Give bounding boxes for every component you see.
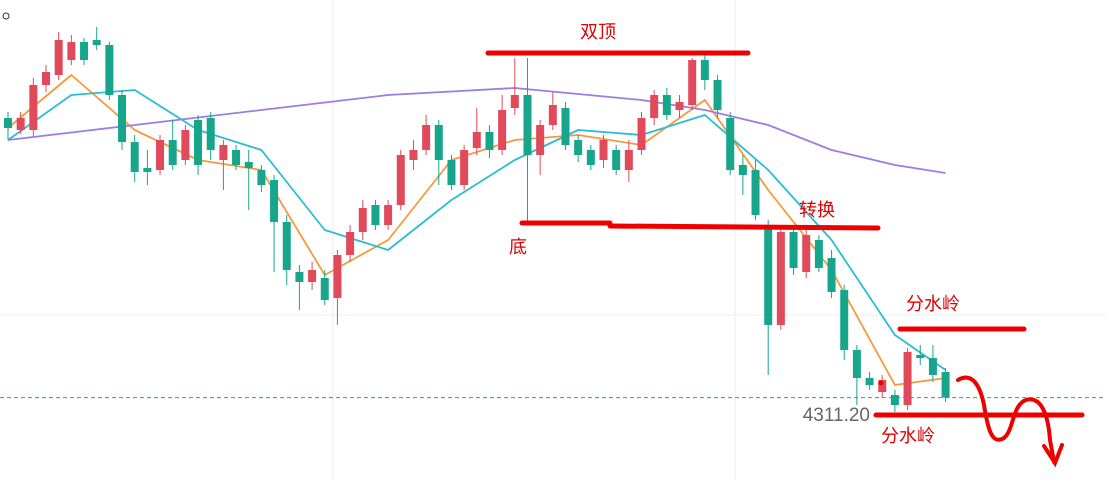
- candle-body: [561, 108, 570, 145]
- candle-body: [726, 118, 735, 170]
- candle-body: [295, 272, 304, 282]
- candle-body: [624, 150, 633, 170]
- candle-body: [4, 118, 12, 128]
- candle-body: [105, 45, 114, 95]
- candle-body: [536, 125, 545, 155]
- candle-body: [308, 270, 317, 282]
- candle-body: [358, 208, 367, 232]
- candle-body: [92, 40, 101, 45]
- candle-body: [764, 225, 773, 325]
- candle-body: [384, 205, 393, 225]
- candle-body: [700, 60, 709, 80]
- candle-body: [16, 118, 25, 130]
- moving-average-line: [7, 89, 947, 371]
- candle-body: [80, 42, 89, 60]
- candle-body: [29, 85, 38, 130]
- candle-body: [688, 60, 697, 105]
- candle-body: [67, 42, 76, 60]
- candle-body: [612, 150, 621, 170]
- candle-body: [928, 358, 937, 375]
- candle-body: [54, 40, 63, 75]
- candle-body: [472, 132, 481, 148]
- candle-body: [447, 160, 456, 185]
- plot: [0, 27, 1106, 412]
- moving-average-line: [7, 74, 946, 386]
- candle-body: [916, 355, 925, 358]
- candle-body: [181, 130, 190, 160]
- candle-body: [510, 95, 519, 108]
- candle-body: [498, 110, 507, 150]
- candle-body: [282, 222, 291, 270]
- candle-body: [637, 118, 646, 150]
- annotation: 分水岭: [906, 294, 960, 315]
- candle-body: [156, 140, 165, 170]
- switch-line: [607, 223, 881, 231]
- candle-body: [396, 155, 405, 205]
- candle-body: [118, 95, 127, 142]
- candle-body: [409, 150, 418, 160]
- candle-body: [865, 378, 874, 385]
- corner-marker: [2, 12, 10, 20]
- candle-body: [738, 165, 747, 175]
- candle-body: [802, 235, 811, 272]
- annotation: 底: [509, 237, 527, 258]
- annotation: 转换: [799, 200, 835, 221]
- candle-body: [789, 232, 798, 268]
- candle-body: [751, 170, 760, 215]
- annotation: 分水岭: [881, 426, 935, 447]
- candle-body: [346, 232, 355, 255]
- candle-body: [434, 125, 443, 160]
- candle-body: [675, 102, 684, 110]
- candle-body: [333, 255, 342, 298]
- candle-body: [827, 258, 836, 292]
- candle-body: [662, 95, 671, 115]
- drawings: [485, 50, 1085, 468]
- candle-body: [941, 372, 950, 398]
- candle-body: [270, 180, 279, 222]
- candle-body: [650, 95, 659, 118]
- candle-body: [878, 380, 887, 392]
- candle-body: [194, 120, 203, 165]
- candle-body: [42, 72, 51, 85]
- candle-body: [257, 170, 266, 185]
- candle-body: [523, 95, 532, 155]
- candle-body: [320, 278, 329, 300]
- last-price-label: 4311.20: [803, 405, 870, 426]
- candle-body: [485, 132, 494, 150]
- candle-body: [244, 162, 253, 168]
- red-dot: [878, 380, 884, 386]
- candle-body: [460, 150, 469, 185]
- candle-body: [713, 80, 722, 110]
- candle-body: [548, 105, 557, 125]
- candle-body: [219, 145, 228, 160]
- candle-body: [840, 290, 849, 350]
- candle-body: [599, 140, 608, 160]
- candle-body: [422, 125, 431, 150]
- candle-body: [890, 395, 899, 405]
- candle-body: [574, 140, 583, 155]
- candle-body: [371, 205, 380, 225]
- candle-body: [206, 118, 215, 150]
- moving-average-line: [7, 87, 946, 174]
- candle-body: [776, 232, 785, 325]
- candle-body: [232, 150, 241, 165]
- candle-body: [168, 140, 177, 165]
- candle-body: [903, 352, 912, 405]
- candle-body: [130, 142, 139, 172]
- annotation: 双顶: [580, 22, 616, 43]
- candle-body: [852, 350, 861, 378]
- candle-body: [586, 150, 595, 165]
- candle-body: [814, 240, 823, 268]
- candle-body: [143, 168, 152, 172]
- forecast-squiggle: [956, 375, 1064, 468]
